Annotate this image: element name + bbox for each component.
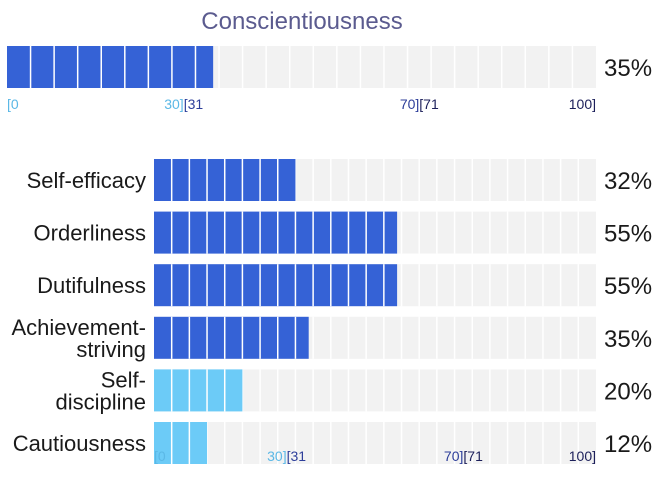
tick-label-low-start: [0: [7, 96, 19, 112]
facet-label-achievement-striving-line2: striving: [76, 337, 146, 362]
tick-label-high-start: [71: [463, 448, 483, 464]
facet-bar-cautiousness-track: [154, 422, 596, 464]
facet-bar-cautiousness-fill: [154, 422, 208, 464]
facet-percent-achievement-striving: 35%: [604, 326, 652, 353]
facet-label-cautiousness: Cautiousness: [13, 431, 146, 456]
facet-label-self-discipline-line1: Self-: [101, 367, 146, 392]
tick-label-low-start: [0: [154, 448, 166, 464]
tick-label-mid-end: 70]: [444, 448, 463, 464]
facet-label-self-discipline-line2: discipline: [56, 389, 147, 414]
facet-bar-self-discipline-fill: [154, 369, 243, 412]
facet-percent-cautiousness: 12%: [604, 431, 652, 458]
facet-percent-self-efficacy: 32%: [604, 168, 652, 195]
tick-label-high-end: 100]: [569, 96, 596, 112]
facet-label-dutifulness: Dutifulness: [37, 273, 146, 298]
facet-bar-orderliness-fill: [154, 211, 398, 254]
facet-bar-achievement-striving-fill: [154, 316, 309, 359]
chart-title: Conscientiousness: [201, 8, 402, 35]
facet-percent-dutifulness: 55%: [604, 273, 652, 300]
overall-percent: 35%: [604, 55, 652, 82]
facet-label-orderliness: Orderliness: [34, 221, 146, 246]
facet-percent-orderliness: 55%: [604, 221, 652, 248]
facet-label-self-efficacy: Self-efficacy: [27, 168, 146, 193]
facet-percent-self-discipline: 20%: [604, 378, 652, 405]
tick-label-low-end: 30]: [267, 448, 286, 464]
tick-label-mid-end: 70]: [400, 96, 419, 112]
tick-label-low-end: 30]: [164, 96, 183, 112]
tick-label-high-end: 100]: [569, 448, 596, 464]
facet-label-achievement-striving-line1: Achievement-: [11, 315, 146, 340]
tick-label-high-start: [71: [419, 96, 439, 112]
facet-bar-dutifulness-fill: [154, 264, 398, 307]
overall-bar-fill: [7, 46, 214, 88]
tick-label-mid-start: [31: [287, 448, 307, 464]
tick-label-mid-start: [31: [184, 96, 204, 112]
